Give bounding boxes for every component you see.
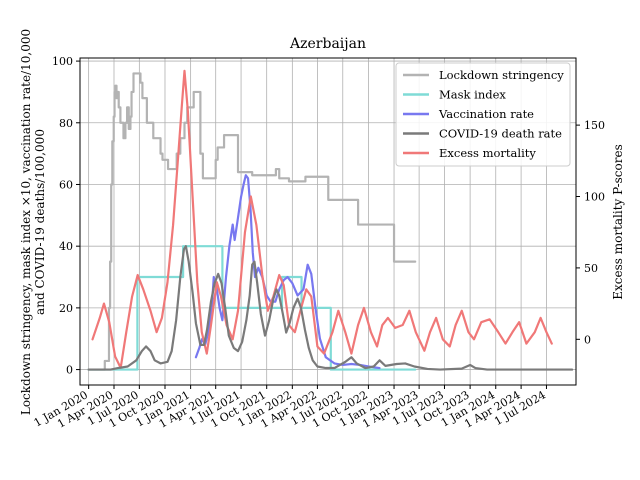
left-tick-label: 100 [52, 55, 73, 68]
legend-label-lockdown-stringency: Lockdown stringency [439, 68, 564, 82]
legend-label-vaccination-rate: Vaccination rate [438, 107, 534, 121]
left-tick-label: 0 [66, 364, 73, 377]
left-tick-label: 60 [59, 178, 73, 191]
right-tick-label: 0 [584, 333, 591, 346]
right-axis: 0 50 100 150 [576, 119, 605, 346]
legend-label-excess-mortality: Excess mortality [439, 146, 536, 160]
chart-title: Azerbaijan [289, 36, 366, 52]
legend-label-covid-19-death-rate: COVID-19 death rate [439, 127, 562, 141]
right-tick-label: 100 [584, 191, 605, 204]
left-axis: 0 20 40 60 80 100 [52, 55, 80, 377]
series-line-mask-index [87, 245, 417, 371]
left-tick-label: 40 [59, 240, 73, 253]
left-axis-label-line2: and COVID-19 deaths/100,000 [33, 129, 47, 315]
series-line-excess-mortality [91, 69, 553, 369]
left-tick-label: 20 [59, 302, 73, 315]
series-line-lockdown-stringency [87, 72, 417, 371]
legend-box [395, 62, 571, 167]
right-axis-label: Excess mortality P-scores [611, 144, 625, 299]
left-tick-label: 80 [59, 117, 73, 130]
legend-label-mask-index: Mask index [439, 88, 506, 102]
right-tick-label: 150 [584, 119, 605, 132]
plot-frame [79, 57, 577, 386]
series-line-covid-19-death-rate [87, 245, 574, 371]
legend: Lockdown stringency Mask index Vaccination… [395, 62, 571, 167]
series-layer [87, 69, 574, 371]
right-tick-label: 50 [584, 262, 598, 275]
left-axis-label-line1: Lockdown stringency, mask index ×10, vac… [19, 29, 33, 415]
